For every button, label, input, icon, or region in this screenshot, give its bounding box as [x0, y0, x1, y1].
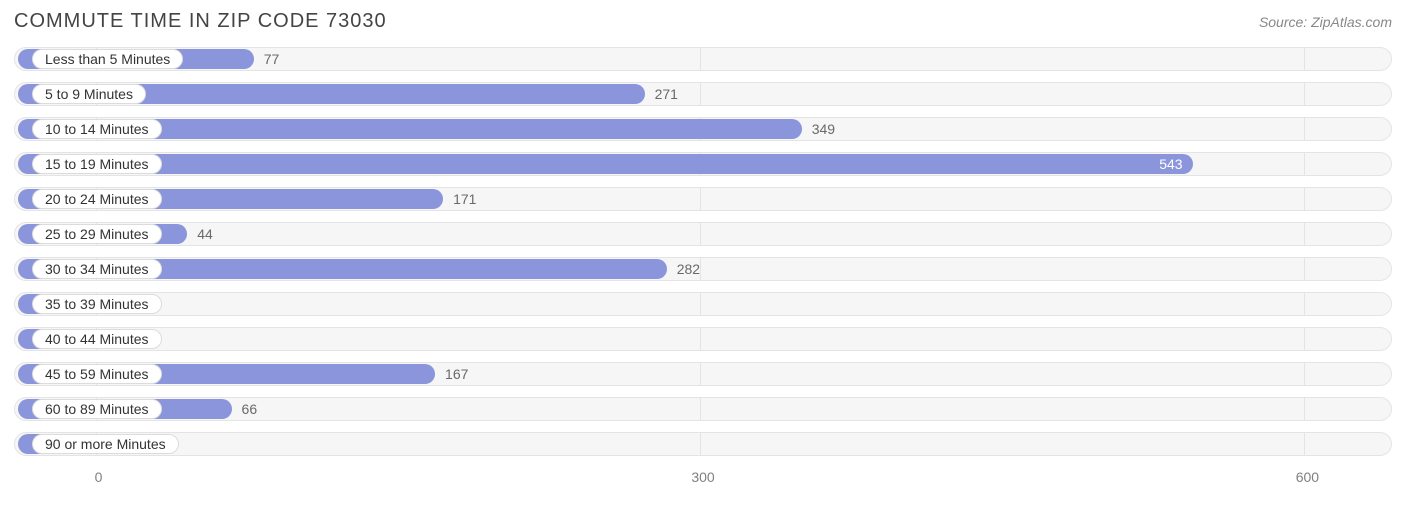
bar-row: 543 15 to 19 Minutes: [14, 150, 1392, 178]
bar-row: 2590 or more Minutes: [14, 430, 1392, 458]
gridline: [700, 293, 701, 315]
gridline: [1304, 153, 1305, 175]
gridline: [700, 258, 701, 280]
bar-value-label: 77: [264, 45, 280, 73]
chart-header: COMMUTE TIME IN ZIP CODE 73030 Source: Z…: [14, 10, 1392, 33]
category-pill: Less than 5 Minutes: [32, 49, 183, 69]
bar-row: 1340 to 44 Minutes: [14, 325, 1392, 353]
bar-value-label: 282: [677, 255, 700, 283]
category-pill: 60 to 89 Minutes: [32, 399, 162, 419]
chart-title: COMMUTE TIME IN ZIP CODE 73030: [14, 10, 387, 33]
x-axis-label: 300: [691, 469, 714, 485]
bar: [18, 154, 1193, 174]
category-pill: 20 to 24 Minutes: [32, 189, 162, 209]
bar-row: 77 Less than 5 Minutes: [14, 45, 1392, 73]
category-pill: 30 to 34 Minutes: [32, 259, 162, 279]
x-axis: 0 300 600: [14, 465, 1392, 495]
gridline: [1304, 433, 1305, 455]
gridline: [700, 328, 701, 350]
gridline: [700, 83, 701, 105]
gridline: [1304, 293, 1305, 315]
bar-value-label: 543: [1159, 150, 1182, 178]
bar-row: 44 25 to 29 Minutes: [14, 220, 1392, 248]
category-pill: 35 to 39 Minutes: [32, 294, 162, 314]
gridline: [700, 433, 701, 455]
gridline: [1304, 118, 1305, 140]
category-pill: 40 to 44 Minutes: [32, 329, 162, 349]
bar-track: [14, 292, 1392, 316]
gridline: [700, 223, 701, 245]
gridline: [1304, 223, 1305, 245]
gridline: [1304, 188, 1305, 210]
bar-row: 167 45 to 59 Minutes: [14, 360, 1392, 388]
bar-value-label: 349: [812, 115, 835, 143]
gridline: [700, 48, 701, 70]
gridline: [1304, 48, 1305, 70]
gridline: [700, 363, 701, 385]
gridline: [1304, 258, 1305, 280]
bar-value-label: 167: [445, 360, 468, 388]
category-pill: 10 to 14 Minutes: [32, 119, 162, 139]
chart-container: COMMUTE TIME IN ZIP CODE 73030 Source: Z…: [0, 0, 1406, 523]
bar-value-label: 44: [197, 220, 213, 248]
bar-value-label: 171: [453, 185, 476, 213]
bar-row: 349 10 to 14 Minutes: [14, 115, 1392, 143]
bar-track: [14, 432, 1392, 456]
bar-track: [14, 327, 1392, 351]
bar-value-label: 66: [242, 395, 258, 423]
category-pill: 90 or more Minutes: [32, 434, 179, 454]
bar-row: 271 5 to 9 Minutes: [14, 80, 1392, 108]
category-pill: 45 to 59 Minutes: [32, 364, 162, 384]
x-axis-label: 600: [1296, 469, 1319, 485]
bar-track: [14, 222, 1392, 246]
bar-value-label: 271: [655, 80, 678, 108]
bar-row: 1835 to 39 Minutes: [14, 290, 1392, 318]
gridline: [700, 188, 701, 210]
category-pill: 5 to 9 Minutes: [32, 84, 146, 104]
bar-row: 282 30 to 34 Minutes: [14, 255, 1392, 283]
gridline: [1304, 398, 1305, 420]
gridline: [700, 398, 701, 420]
bar-row: 66 60 to 89 Minutes: [14, 395, 1392, 423]
x-axis-label: 0: [95, 469, 103, 485]
category-pill: 25 to 29 Minutes: [32, 224, 162, 244]
gridline: [1304, 328, 1305, 350]
gridline: [1304, 83, 1305, 105]
gridline: [1304, 363, 1305, 385]
chart-area: 77 Less than 5 Minutes 271 5 to 9 Minutes 34…: [14, 45, 1392, 458]
bar-row: 171 20 to 24 Minutes: [14, 185, 1392, 213]
chart-source: Source: ZipAtlas.com: [1259, 14, 1392, 30]
category-pill: 15 to 19 Minutes: [32, 154, 162, 174]
